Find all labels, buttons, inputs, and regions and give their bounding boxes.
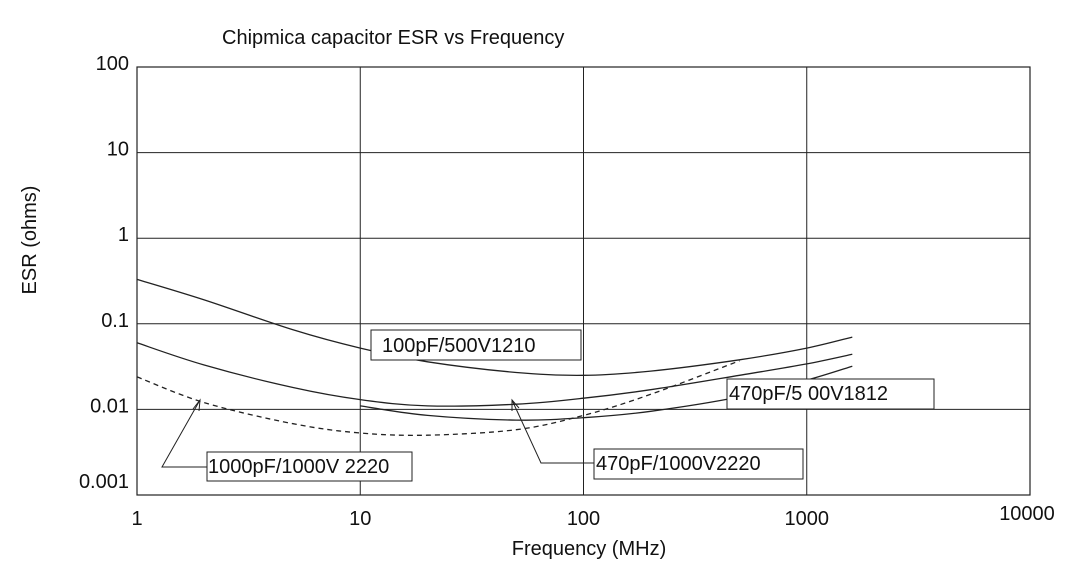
x-tick-label: 10 — [349, 508, 371, 530]
annotation-box — [370, 329, 582, 361]
annotation-470pf-1000v2220: 470pF/1000V2220 — [593, 448, 804, 480]
plot-frame — [136, 66, 1031, 496]
leader-1000pf-arrowhead — [192, 398, 201, 412]
x-tick-label: 1 — [131, 508, 142, 530]
y-tick-label: 100 — [96, 53, 129, 75]
annotation-label: 470pF/1000V2220 — [596, 453, 761, 475]
chart-title: Chipmica capacitor ESR vs Frequency — [222, 27, 564, 49]
leader-470pf-arrowhead — [511, 398, 520, 411]
y-tick-label: 1 — [118, 224, 129, 246]
annotation-label: 1000pF/1000V 2220 — [208, 456, 389, 478]
annotation-box — [206, 451, 413, 482]
annotation-label: 470pF/5 00V1812 — [729, 383, 888, 405]
annotation-label: 100pF/500V1210 — [382, 335, 535, 357]
y-tick-labels: 0.001 0.01 0.1 1 10 100 — [79, 53, 129, 493]
annotation-box — [726, 378, 935, 410]
x-tick-labels: 1 10 100 1000 10000 — [131, 503, 1054, 530]
y-axis-label: ESR (ohms) — [19, 186, 41, 295]
y-tick-label: 0.01 — [90, 395, 129, 417]
y-tick-label: 0.001 — [79, 471, 129, 493]
series-line — [136, 360, 740, 436]
x-tick-label: 100 — [567, 508, 600, 530]
grid — [136, 66, 1031, 496]
x-axis-label: Frequency (MHz) — [512, 538, 666, 560]
series-line — [136, 278, 853, 377]
y-tick-label: 0.1 — [101, 310, 129, 332]
x-tick-label: 10000 — [999, 503, 1055, 525]
annotation-470pf-500v1812: 470pF/5 00V1812 — [726, 378, 935, 410]
leader-1000pf-1000v2220 — [161, 399, 207, 468]
annotation-1000pf-1000v2220: 1000pF/1000V 2220 — [206, 451, 413, 482]
annotation-100pf-500v1210: 100pF/500V1210 — [370, 329, 582, 361]
annotation-leaders — [161, 398, 596, 468]
y-tick-label: 10 — [107, 139, 129, 161]
annotation-box — [593, 448, 804, 480]
leader-470pf-1000v2220 — [511, 399, 596, 464]
x-tick-label: 1000 — [785, 508, 830, 530]
